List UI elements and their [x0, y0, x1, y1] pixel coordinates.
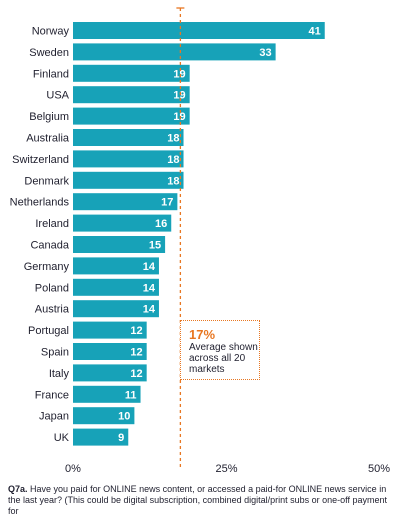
category-label: Switzerland — [12, 154, 69, 166]
value-label: 12 — [130, 325, 142, 337]
value-label: 18 — [167, 133, 179, 145]
category-label: Austria — [35, 304, 70, 316]
category-label: Poland — [35, 282, 69, 294]
value-label: 14 — [143, 282, 156, 294]
category-label: Portugal — [28, 325, 69, 337]
value-label: 33 — [259, 47, 271, 59]
bar — [73, 129, 184, 146]
category-label: Canada — [30, 240, 69, 252]
value-label: 11 — [125, 389, 137, 401]
value-label: 18 — [167, 154, 179, 166]
value-label: 16 — [155, 218, 167, 230]
category-label: France — [35, 389, 69, 401]
bar — [73, 171, 184, 189]
value-label: 18 — [167, 175, 179, 187]
bar — [73, 193, 178, 211]
category-label: UK — [54, 432, 70, 444]
value-label: 12 — [130, 368, 142, 380]
x-tick-label: 50% — [368, 463, 390, 475]
bar — [73, 257, 159, 275]
bar — [73, 321, 147, 339]
average-value: 17% — [189, 327, 216, 342]
bar — [73, 236, 166, 253]
bar — [73, 107, 190, 125]
question-text: Have you paid for ONLINE news content, o… — [8, 484, 388, 516]
bar — [73, 385, 141, 403]
bar — [73, 64, 190, 82]
average-description: Average shown across all 20 markets — [189, 342, 258, 375]
category-label: Italy — [49, 368, 70, 380]
bar — [73, 150, 184, 168]
bar — [73, 22, 325, 39]
average-annotation: 17% Average shown across all 20 markets — [180, 320, 260, 380]
x-tick-label: 25% — [215, 463, 237, 475]
category-label: Finland — [33, 68, 69, 80]
x-tick-label: 0% — [65, 463, 81, 475]
bar — [73, 278, 159, 296]
category-label: Sweden — [29, 47, 69, 59]
value-label: 9 — [118, 432, 124, 444]
value-label: 17 — [161, 197, 173, 209]
value-label: 41 — [308, 26, 320, 38]
bar — [73, 214, 172, 232]
survey-question-footnote: Q7a. Have you paid for ONLINE news conte… — [8, 484, 394, 517]
category-label: Ireland — [35, 218, 69, 230]
category-label: Spain — [41, 347, 69, 359]
category-label: Australia — [26, 133, 70, 145]
category-label: Denmark — [24, 175, 69, 187]
bar — [73, 300, 159, 318]
category-label: Germany — [24, 261, 70, 273]
value-label: 15 — [149, 240, 161, 252]
bars-group: Norway 41 Sweden 33 Finland 19 USA 19 Belgium 19 A… — [10, 22, 325, 446]
value-label: 19 — [173, 90, 185, 102]
bar — [73, 43, 276, 61]
bar — [73, 364, 147, 382]
bar-chart: Norway 41 Sweden 33 Finland 19 USA 19 Belgium 19 A… — [10, 7, 390, 475]
category-label: Belgium — [29, 111, 69, 123]
bar — [73, 343, 147, 360]
value-label: 19 — [173, 111, 185, 123]
bar — [73, 428, 129, 446]
category-label: Netherlands — [10, 197, 70, 209]
value-label: 12 — [130, 347, 142, 359]
x-axis: 0% 25% 50% — [65, 463, 390, 475]
category-label: Japan — [39, 411, 69, 423]
value-label: 14 — [143, 304, 156, 316]
question-id: Q7a. — [8, 484, 28, 494]
value-label: 14 — [143, 261, 156, 273]
bar — [73, 407, 135, 425]
category-label: USA — [46, 90, 69, 102]
value-label: 19 — [173, 68, 185, 80]
bar — [73, 86, 190, 104]
value-label: 10 — [118, 411, 130, 423]
category-label: Norway — [32, 26, 70, 38]
